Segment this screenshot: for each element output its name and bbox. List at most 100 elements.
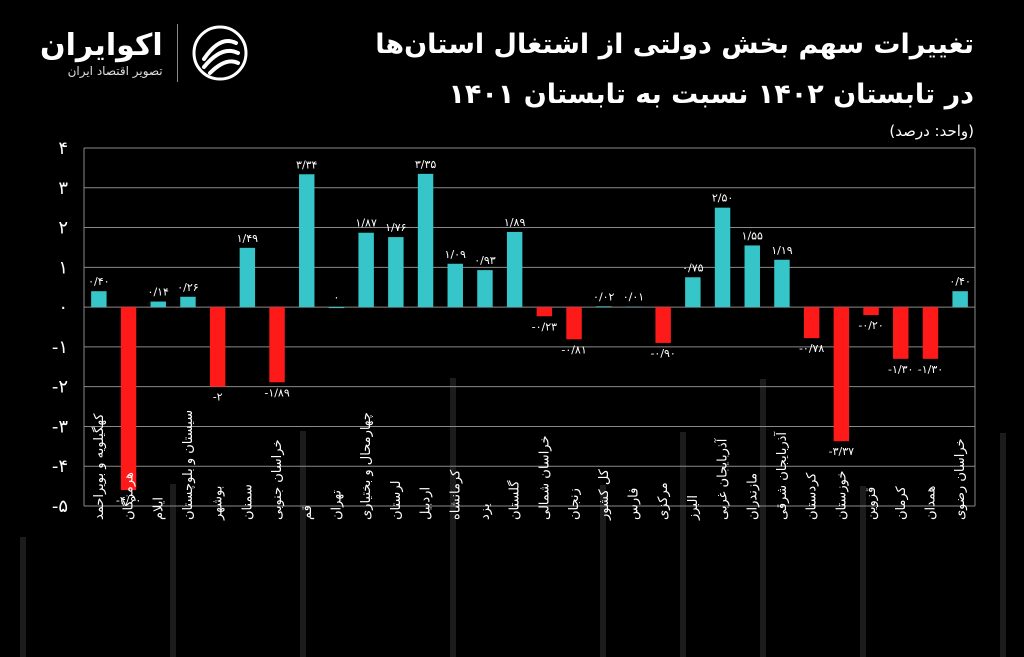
x-axis: کهگیلویه و بویراحمد هرمزگان ایلام سیستان و …	[91, 410, 968, 521]
x-tick-label: مازندران	[745, 473, 760, 520]
data-label: -۳/۳۷	[829, 445, 854, 458]
x-tick-label: کرمان	[894, 485, 909, 520]
data-label: -۲	[213, 391, 223, 404]
bar	[269, 307, 285, 383]
title-line-1: تغییرات سهم بخش دولتی از اشتغال استان‌ها	[375, 29, 974, 60]
x-tick-label: گلستان	[507, 480, 523, 520]
y-tick-label: -۲	[52, 377, 68, 398]
logo-divider	[176, 24, 178, 82]
background-stripe	[300, 431, 306, 657]
brand-logo: اکوایران تصویر اقتصاد ایران	[40, 24, 248, 82]
background-stripe	[860, 486, 866, 657]
logo-name: اکوایران	[40, 28, 163, 63]
x-tick-label: چهارمحال و بختیاری	[359, 412, 374, 520]
x-tick-label: خوزستان	[834, 471, 849, 520]
x-tick-label: فارس	[626, 488, 641, 520]
data-label: ۰/۰۱	[623, 291, 644, 304]
bar	[893, 307, 909, 359]
x-tick-label: کل کشور	[597, 468, 612, 521]
bar	[685, 277, 701, 308]
x-tick-label: کرمانشاه	[448, 469, 463, 520]
y-tick-label: -۵	[52, 496, 68, 517]
y-axis: ۴ ۳ ۲ ۱ ۰ -۱ -۲ -۳ -۴ -۵	[52, 138, 69, 517]
x-tick-label: قزوین	[864, 487, 879, 520]
data-label: ۱/۵۵	[742, 229, 764, 242]
background-decoration	[20, 378, 1006, 657]
logo-text: اکوایران تصویر اقتصاد ایران	[40, 28, 163, 78]
value-labels: ۰/۴۰ -۴/۶۰ ۰/۱۴ ۰/۲۶ -۲ ۱/۴۹ -۱/۸۹ ۳/۳۴ ۰ ۱/۸۷ ۱/۷…	[88, 158, 971, 507]
x-tick-label: یزد	[478, 503, 493, 520]
bar	[209, 307, 226, 387]
background-stripe	[170, 484, 176, 657]
data-label: -۱/۳۰	[888, 363, 913, 376]
x-tick-label: کهگیلویه و بویراحمد	[91, 413, 107, 520]
x-tick-label: زنجان	[567, 488, 582, 520]
data-label: ۱/۷۶	[385, 221, 406, 234]
bar	[417, 173, 434, 308]
x-tick-label: آذربایجان شرقی	[773, 431, 790, 520]
x-tick-label: اردبیل	[419, 487, 434, 520]
x-tick-label: کردستان	[805, 472, 820, 520]
y-tick-label: ۳	[58, 178, 68, 199]
bar	[150, 301, 166, 308]
chart-bars	[91, 173, 968, 491]
bar	[744, 245, 760, 308]
y-tick-label: ۰	[58, 297, 68, 318]
x-tick-label: آذربایجان غربی	[714, 437, 731, 520]
x-tick-label: قم	[300, 505, 315, 520]
bar	[922, 307, 939, 359]
bar	[952, 291, 968, 308]
bar	[120, 307, 137, 491]
data-label: -۰/۷۸	[799, 342, 824, 355]
ecoiran-logo-icon	[192, 25, 248, 81]
data-label: ۱/۰۹	[445, 248, 467, 261]
background-stripe	[1000, 433, 1006, 657]
bar	[596, 306, 612, 308]
data-label: ۱/۴۹	[237, 232, 259, 245]
data-label: ۱/۸۷	[355, 217, 377, 230]
x-tick-label: خراسان جنوبی	[270, 440, 285, 520]
y-tick-label: -۱	[52, 337, 68, 358]
data-label: ۱/۸۹	[504, 216, 526, 229]
data-label: -۰/۲۰	[858, 319, 883, 332]
data-label: -۱/۳۰	[918, 363, 943, 376]
x-tick-label: بوشهر	[211, 486, 226, 521]
data-label: -۴/۶۰	[116, 494, 141, 507]
bar	[328, 307, 345, 309]
data-label: -۰/۹۰	[650, 347, 675, 360]
bar	[447, 263, 463, 308]
x-tick-label: خراسان شمالی	[537, 435, 552, 520]
background-stripe	[680, 432, 686, 657]
data-label: -۱/۸۹	[264, 386, 289, 399]
data-label: ۳/۳۵	[415, 158, 437, 171]
background-stripe	[20, 537, 26, 657]
bar	[803, 307, 820, 339]
data-label: ۰/۷۵	[682, 261, 704, 274]
data-label: ۳/۳۴	[296, 158, 318, 171]
bar	[477, 270, 493, 308]
y-tick-label: ۴	[58, 138, 68, 159]
x-tick-label: سیستان و بلوچستان	[181, 410, 196, 520]
data-label: ۰/۲۶	[177, 281, 198, 294]
bar	[833, 307, 850, 442]
bar	[239, 247, 256, 308]
x-tick-label: مرکزی	[656, 482, 671, 520]
data-label: -۰/۲۳	[532, 320, 557, 333]
bar	[91, 291, 107, 308]
y-tick-label: -۳	[52, 416, 68, 437]
data-label: ۰/۴۰	[949, 275, 970, 288]
data-label: ۱/۱۹	[771, 244, 793, 257]
x-tick-label: سمنان	[240, 484, 255, 520]
chart-grid	[83, 147, 976, 507]
background-stripe	[760, 379, 766, 657]
unit-label: (واحد: درصد)	[889, 122, 974, 140]
chart-title: تغییرات سهم بخش دولتی از اشتغال استان‌ها…	[375, 20, 974, 120]
logo-tagline: تصویر اقتصاد ایران	[67, 64, 163, 78]
bar	[180, 296, 196, 308]
bar	[536, 307, 553, 317]
bar	[863, 307, 879, 316]
data-label: ۲/۵۰	[712, 192, 733, 205]
data-label: ۰/۹۳	[474, 254, 496, 267]
data-label: ۰/۴۰	[88, 275, 109, 288]
